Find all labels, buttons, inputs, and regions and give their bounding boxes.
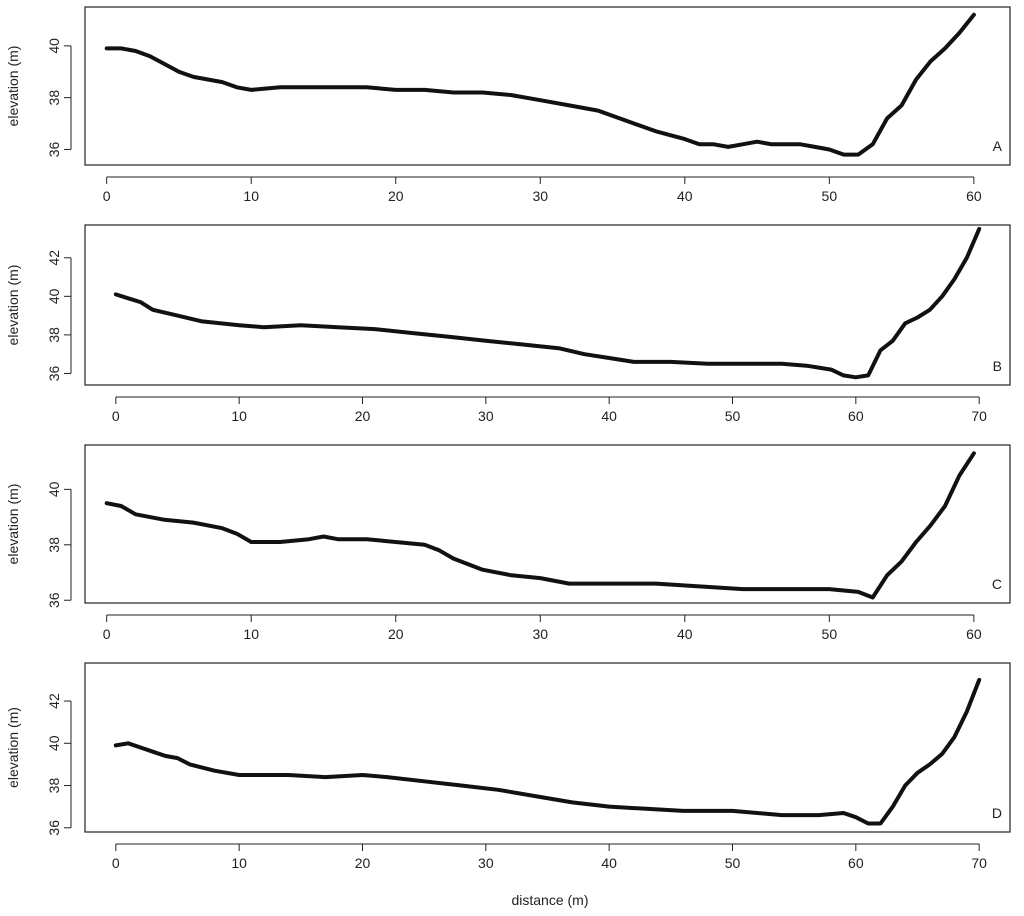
x-tick-label: 50 xyxy=(822,626,838,642)
y-axis-title: elevation (m) xyxy=(5,265,21,346)
x-tick-label: 60 xyxy=(848,855,864,871)
y-axis-title: elevation (m) xyxy=(5,707,21,788)
elevation-profile-series xyxy=(104,451,976,600)
elevation-profile-series xyxy=(113,226,982,380)
x-tick-label: 20 xyxy=(388,626,404,642)
y-tick-label: 36 xyxy=(46,820,62,836)
y-tick-label: 38 xyxy=(46,90,62,106)
panels-group: 0 10 20 30 40 50 60 36 38 40 elevation (m) A 0 10 20 30… xyxy=(5,6,1011,871)
y-tick-label: 40 xyxy=(46,288,62,304)
x-tick-label: 0 xyxy=(112,408,120,424)
plot-frame xyxy=(84,662,1011,833)
elevation-profile-series xyxy=(113,677,982,826)
x-tick-label: 50 xyxy=(822,188,838,204)
x-axis-title: distance (m) xyxy=(511,892,588,908)
x-tick-label: 10 xyxy=(231,408,247,424)
x-tick-label: 10 xyxy=(231,855,247,871)
x-tick-label: 40 xyxy=(601,855,617,871)
plot-frame xyxy=(84,224,1011,386)
x-tick-label: 70 xyxy=(971,408,987,424)
panel-d: 0 10 20 30 40 50 60 70 36 38 40 42 elevation (m) D xyxy=(5,662,1011,871)
elevation-profile-series xyxy=(104,12,976,157)
y-axis-title: elevation (m) xyxy=(5,484,21,565)
x-tick-label: 20 xyxy=(355,855,371,871)
y-tick-label: 38 xyxy=(46,778,62,794)
panel-label: A xyxy=(993,138,1003,154)
y-tick-label: 36 xyxy=(46,141,62,157)
y-axis-title: elevation (m) xyxy=(5,46,21,127)
x-tick-label: 10 xyxy=(243,188,259,204)
panel-a: 0 10 20 30 40 50 60 36 38 40 elevation (m) A xyxy=(5,6,1011,204)
panel-b: 0 10 20 30 40 50 60 70 36 38 40 42 elevation (m) B xyxy=(5,224,1011,424)
y-tick-label: 38 xyxy=(46,327,62,343)
x-tick-label: 30 xyxy=(478,408,494,424)
panel-label: D xyxy=(992,805,1002,821)
x-tick-label: 60 xyxy=(848,408,864,424)
x-tick-label: 50 xyxy=(725,855,741,871)
plot-frame xyxy=(84,6,1011,166)
x-tick-label: 30 xyxy=(478,855,494,871)
x-tick-label: 50 xyxy=(725,408,741,424)
x-tick-label: 20 xyxy=(388,188,404,204)
y-tick-label: 36 xyxy=(46,365,62,381)
y-tick-label: 42 xyxy=(46,693,62,709)
x-tick-label: 70 xyxy=(971,855,987,871)
y-tick-label: 40 xyxy=(46,735,62,751)
y-tick-label: 36 xyxy=(46,592,62,608)
x-tick-label: 30 xyxy=(532,626,548,642)
x-tick-label: 40 xyxy=(601,408,617,424)
y-tick-label: 38 xyxy=(46,537,62,553)
x-tick-label: 0 xyxy=(103,626,111,642)
x-tick-label: 20 xyxy=(355,408,371,424)
y-tick-label: 40 xyxy=(46,481,62,497)
panel-label: B xyxy=(993,358,1002,374)
panel-c: 0 10 20 30 40 50 60 36 38 40 elevation (m) C xyxy=(5,444,1011,642)
x-tick-label: 60 xyxy=(966,626,982,642)
y-tick-label: 42 xyxy=(46,250,62,266)
y-tick-label: 40 xyxy=(46,38,62,54)
x-tick-label: 60 xyxy=(966,188,982,204)
x-tick-label: 40 xyxy=(677,188,693,204)
x-tick-label: 0 xyxy=(112,855,120,871)
panel-label: C xyxy=(992,576,1002,592)
x-tick-label: 40 xyxy=(677,626,693,642)
x-tick-label: 10 xyxy=(243,626,259,642)
x-tick-label: 0 xyxy=(103,188,111,204)
x-tick-label: 30 xyxy=(532,188,548,204)
plot-frame xyxy=(84,444,1011,604)
